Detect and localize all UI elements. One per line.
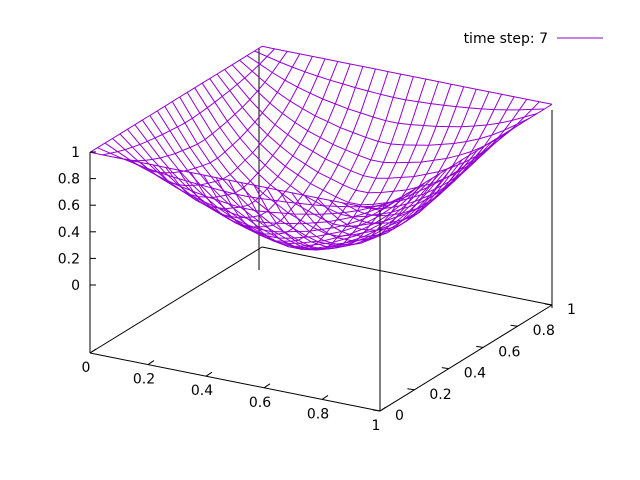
mesh-line-x	[102, 48, 275, 156]
mesh-line-x	[253, 78, 427, 250]
mesh-line-y	[209, 78, 501, 206]
mesh-line-y	[231, 64, 523, 164]
mesh-line-x	[215, 71, 389, 242]
mesh-line-y	[97, 147, 388, 208]
mesh-line-x	[291, 86, 465, 242]
x-tick-mark	[263, 383, 271, 389]
x-tick-mark	[321, 394, 329, 400]
axis-front-x	[89, 352, 381, 412]
mesh-line-y	[164, 106, 456, 251]
mesh-line-y	[216, 73, 508, 194]
y-tick-mark	[510, 324, 518, 327]
tick-labels: 00.20.40.60.8100.20.40.60.8100.20.40.60.…	[58, 145, 576, 434]
y-tick-label: 0.8	[533, 323, 555, 339]
mesh-line-y	[201, 82, 493, 218]
mesh-line-y	[224, 69, 515, 179]
mesh-line-y	[89, 151, 381, 211]
mesh-line-x	[89, 45, 263, 153]
mesh-line-y	[261, 45, 553, 105]
x-tick-label: 0	[82, 360, 91, 376]
front-axes	[89, 110, 553, 412]
mesh-line-x	[316, 91, 490, 231]
y-tick-mark	[476, 345, 484, 348]
y-tick-mark	[372, 409, 381, 412]
legend-label: time step: 7	[464, 31, 548, 47]
mesh-line-x	[127, 53, 301, 174]
y-tick-mark	[407, 388, 415, 391]
mesh-line-x	[303, 89, 477, 238]
mesh-line-y	[246, 55, 538, 128]
mesh-line-x	[190, 66, 364, 228]
z-tick-label: 0	[71, 278, 80, 294]
x-tick-label: 0.8	[307, 406, 329, 422]
mesh-line-y	[254, 50, 545, 111]
mesh-line-y	[239, 59, 530, 146]
mesh-line-x	[177, 63, 351, 219]
x-tick-mark	[89, 348, 97, 354]
y-tick-label: 1	[567, 302, 576, 318]
mesh-line-y	[156, 110, 448, 251]
mesh-line-x	[228, 73, 402, 249]
mesh-line-y	[194, 87, 486, 228]
mesh-line-x	[266, 81, 439, 248]
z-tick-label: 0.6	[58, 198, 80, 214]
mesh-line-x	[379, 103, 553, 211]
mesh-line-x	[329, 94, 503, 225]
mesh-line-y	[186, 92, 478, 237]
surface-mesh	[89, 45, 553, 251]
z-tick-label: 0.8	[58, 172, 80, 188]
x-tick-mark	[205, 371, 213, 377]
legend: time step: 7	[464, 31, 603, 47]
x-tick-label: 0.4	[191, 383, 213, 399]
mesh-line-x	[115, 51, 288, 162]
mesh-line-x	[278, 84, 452, 246]
y-tick-mark	[544, 303, 553, 306]
back-axes	[89, 48, 553, 354]
mesh-line-x	[152, 58, 326, 199]
x-tick-label: 0.2	[133, 372, 155, 388]
axis-back-x	[261, 246, 553, 306]
x-tick-label: 1	[372, 418, 381, 434]
axis-left-y	[89, 246, 263, 354]
mesh-line-x	[203, 68, 376, 235]
mesh-line-y	[149, 115, 441, 250]
y-tick-label: 0.6	[498, 344, 520, 360]
mesh-line-x	[341, 96, 515, 217]
y-tick-label: 0	[395, 408, 404, 424]
x-tick-label: 0.6	[249, 395, 271, 411]
y-tick-label: 0.4	[464, 366, 486, 382]
y-tick-mark	[441, 367, 449, 370]
x-tick-mark	[147, 360, 155, 366]
z-tick-label: 1	[71, 145, 80, 161]
mesh-line-y	[127, 128, 418, 239]
axis-right-y	[379, 304, 553, 412]
z-tick-label: 0.4	[58, 225, 80, 241]
z-tick-label: 0.2	[58, 251, 80, 267]
y-tick-label: 0.2	[429, 387, 451, 403]
x-tick-mark	[379, 406, 387, 412]
mesh-line-x	[140, 56, 313, 187]
